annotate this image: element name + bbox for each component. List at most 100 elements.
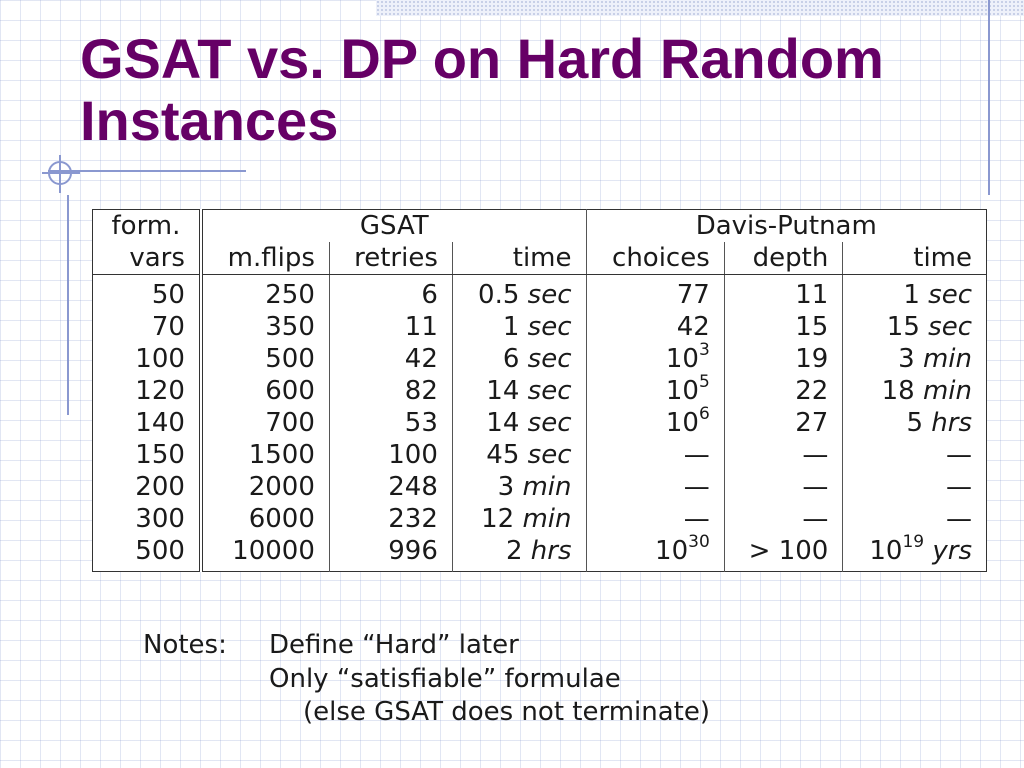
- cell-mflips: 10000: [200, 535, 330, 572]
- cell-retries: 82: [329, 375, 453, 407]
- group-header-row: form. GSAT Davis-Putnam: [92, 209, 987, 242]
- retries-value: 42: [404, 344, 438, 374]
- depth-value: > 100: [748, 536, 829, 566]
- depth-value: 22: [795, 376, 829, 406]
- depth-value: 19: [795, 344, 829, 374]
- column-header-depth: depth: [724, 242, 844, 275]
- retries-value: 248: [388, 472, 438, 502]
- choices-value: 77: [676, 280, 710, 310]
- cell-choices: 106: [586, 404, 725, 439]
- choices-value: 42: [676, 312, 710, 342]
- mflips-value: 2000: [248, 472, 315, 502]
- retries-value: 53: [404, 408, 438, 438]
- depth-value: —: [802, 472, 829, 502]
- table-row: 50 250 6 0.5 sec 77 11 1 sec: [92, 274, 987, 312]
- cell-mflips: 2000: [200, 471, 330, 503]
- right-decorative-rule: [988, 0, 990, 195]
- gsat-time-value: 1: [502, 312, 520, 342]
- cell-dp-time: 18 min: [843, 375, 987, 407]
- cell-gsat-time: 1 sec: [452, 311, 587, 343]
- gsat-time-value: 12: [481, 504, 515, 534]
- table-row: 120 600 82 14 sec 105 22 18 min: [92, 372, 987, 407]
- title-underline: [48, 170, 246, 172]
- cell-retries: 100: [329, 439, 453, 471]
- mflips-value: 250: [265, 280, 315, 310]
- gsat-time-value: 6: [502, 344, 520, 374]
- cell-vars: 100: [92, 343, 203, 375]
- choices-exponent: 30: [688, 532, 710, 552]
- depth-value: —: [802, 440, 829, 470]
- cell-depth: 15: [724, 311, 844, 343]
- notes-label: Notes:: [143, 630, 227, 660]
- dp-time-value: —: [946, 504, 972, 534]
- column-header-vars: vars: [92, 242, 203, 275]
- dp-time-unit: yrs: [932, 536, 972, 566]
- gsat-time-unit: sec: [527, 376, 572, 406]
- gsat-time-value: 45: [486, 440, 520, 470]
- gsat-time-unit: min: [522, 504, 572, 534]
- cell-depth: —: [724, 439, 844, 471]
- cell-dp-time: 15 sec: [843, 311, 987, 343]
- cell-retries: 6: [329, 274, 453, 311]
- dp-time-value: —: [946, 472, 972, 502]
- cell-retries: 996: [329, 535, 453, 572]
- left-decorative-rule: [67, 195, 69, 415]
- crosshair-icon: [42, 155, 80, 193]
- vars-value: 50: [151, 280, 185, 310]
- vars-value: 140: [135, 408, 185, 438]
- column-header-row: vars m.flips retries time choices depth …: [92, 242, 987, 275]
- dp-time-value: 18: [881, 376, 915, 406]
- depth-value: 15: [795, 312, 829, 342]
- cell-choices: —: [586, 439, 725, 471]
- dp-time-value: 10: [869, 536, 903, 566]
- gsat-time-unit: min: [522, 472, 572, 502]
- group-header-formula: form.: [92, 209, 203, 242]
- cell-gsat-time: 2 hrs: [452, 535, 587, 572]
- choices-value: 10: [665, 376, 699, 406]
- cell-depth: —: [724, 471, 844, 503]
- vars-value: 500: [135, 536, 185, 566]
- cell-dp-time: 1019 yrs: [843, 532, 987, 572]
- vars-value: 70: [151, 312, 185, 342]
- choices-exponent: 5: [698, 372, 710, 392]
- cell-retries: 42: [329, 343, 453, 375]
- choices-value: —: [683, 504, 710, 534]
- cell-vars: 50: [92, 274, 203, 311]
- cell-choices: 77: [586, 274, 725, 311]
- column-header-dp-time: time: [842, 242, 987, 275]
- mflips-value: 600: [265, 376, 315, 406]
- cell-mflips: 500: [200, 343, 330, 375]
- group-header-davis-putnam: Davis-Putnam: [695, 211, 877, 241]
- dp-time-value: 15: [886, 312, 920, 342]
- choices-value: —: [683, 440, 710, 470]
- dp-time-exponent: 19: [902, 532, 925, 552]
- table-body: 50 250 6 0.5 sec 77 11 1 sec 70 350 11 1 sec 42 15 15…: [92, 274, 987, 572]
- cell-choices: —: [586, 503, 725, 535]
- cell-depth: 19: [724, 343, 844, 375]
- cell-dp-time: —: [843, 503, 987, 535]
- group-header-gsat: GSAT: [200, 209, 587, 242]
- cell-mflips: 6000: [200, 503, 330, 535]
- cell-dp-time: —: [843, 439, 987, 471]
- retries-value: 232: [388, 504, 438, 534]
- vars-value: 120: [135, 376, 185, 406]
- dp-time-unit: sec: [928, 312, 972, 342]
- cell-depth: 11: [724, 274, 844, 311]
- choices-exponent: 6: [698, 404, 710, 424]
- cell-mflips: 600: [200, 375, 330, 407]
- retries-value: 996: [388, 536, 438, 566]
- column-header-retries: retries: [329, 242, 453, 275]
- cell-gsat-time: 14 sec: [452, 375, 587, 407]
- slide-title: GSAT vs. DP on Hard Random Instances: [80, 27, 884, 152]
- gsat-time-unit: sec: [527, 312, 572, 342]
- notes-line: Define “Hard” later: [269, 630, 519, 660]
- cell-gsat-time: 0.5 sec: [452, 274, 587, 311]
- gsat-time-unit: sec: [527, 344, 572, 374]
- cell-dp-time: 1 sec: [843, 275, 987, 312]
- table-row: 100 500 42 6 sec 103 19 3 min: [92, 342, 987, 375]
- notes-line: Only “satisfiable” formulae: [269, 664, 621, 694]
- cell-vars: 200: [92, 471, 203, 503]
- table-row: 140 700 53 14 sec 106 27 5 hrs: [92, 404, 987, 439]
- cell-mflips: 700: [200, 407, 330, 439]
- dp-time-value: 5: [906, 408, 924, 438]
